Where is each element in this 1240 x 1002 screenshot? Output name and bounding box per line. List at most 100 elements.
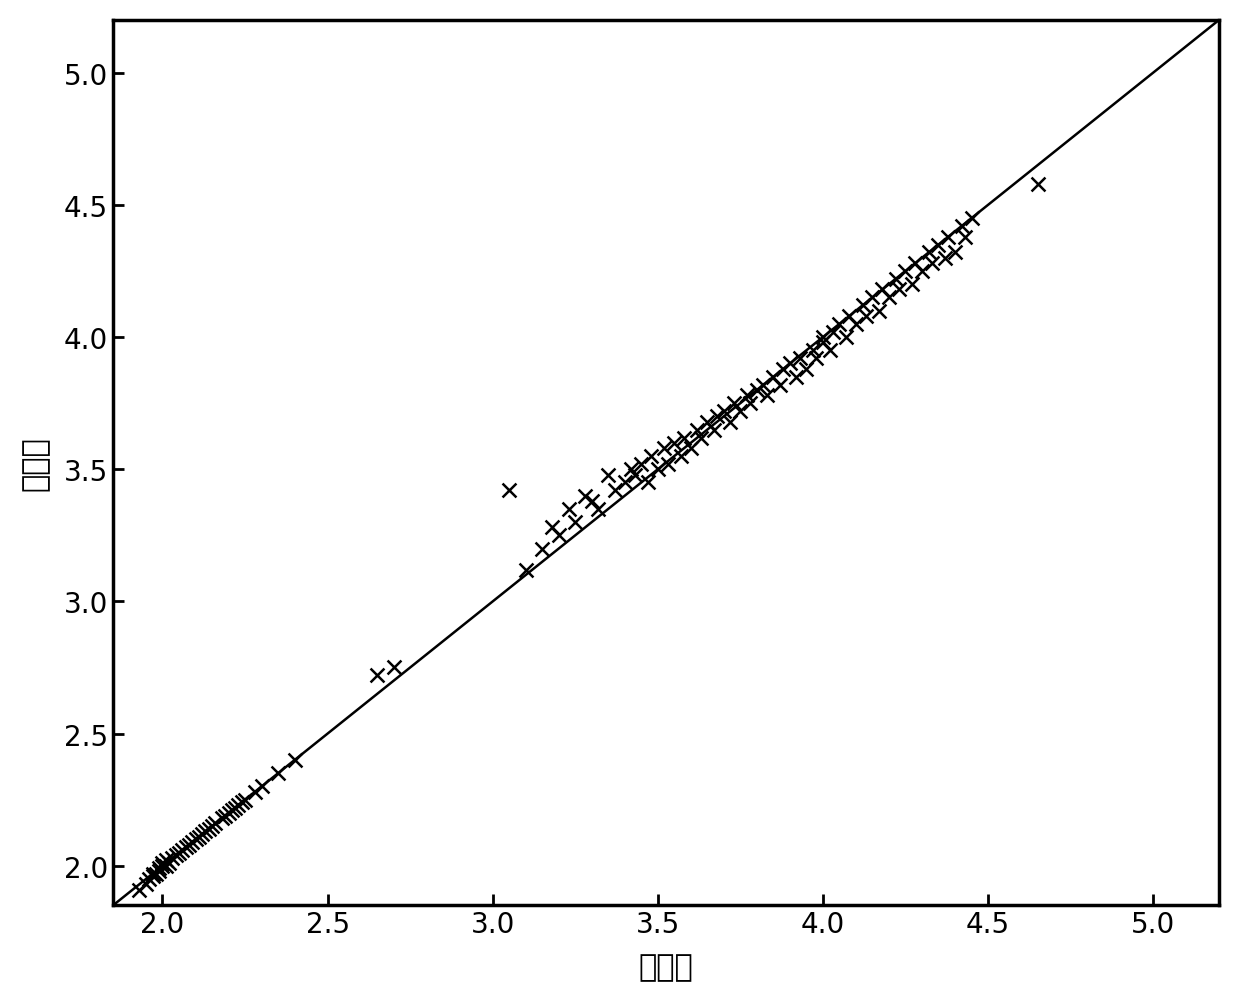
Point — [806, 351, 826, 367]
Point — [202, 819, 222, 835]
Point — [599, 467, 619, 483]
Point — [671, 449, 691, 465]
Point — [198, 821, 218, 837]
Point — [172, 842, 192, 858]
Point — [903, 277, 923, 293]
Point — [605, 483, 625, 499]
Point — [740, 396, 760, 412]
Point — [188, 829, 208, 845]
Point — [196, 824, 216, 840]
Point — [143, 869, 162, 885]
Point — [647, 462, 667, 478]
Point — [697, 414, 717, 430]
Point — [159, 856, 179, 872]
Point — [951, 218, 971, 234]
Point — [631, 457, 651, 473]
Point — [228, 798, 248, 814]
Point — [532, 541, 552, 557]
Point — [820, 343, 839, 359]
Point — [621, 462, 641, 478]
Point — [813, 335, 833, 351]
Point — [657, 457, 677, 473]
Point — [285, 753, 305, 769]
Point — [655, 441, 675, 457]
Point — [846, 317, 866, 333]
Point — [764, 370, 784, 386]
Point — [955, 229, 975, 245]
Point — [162, 850, 182, 866]
Point — [774, 362, 794, 378]
Point — [830, 317, 849, 333]
Point — [542, 520, 562, 536]
Point — [853, 298, 873, 314]
Point — [179, 837, 198, 853]
Point — [367, 667, 387, 683]
Point — [589, 501, 609, 517]
Point — [873, 283, 893, 299]
Point — [786, 370, 806, 386]
Point — [895, 264, 915, 280]
Point — [720, 414, 740, 430]
Point — [939, 229, 959, 245]
Point — [156, 858, 176, 874]
Point — [212, 811, 232, 827]
Point — [516, 562, 536, 578]
Point — [129, 882, 149, 898]
Point — [156, 853, 176, 869]
Point — [153, 858, 172, 874]
Point — [226, 800, 246, 816]
Point — [863, 291, 883, 307]
Point — [905, 256, 925, 272]
Point — [192, 827, 212, 843]
Point — [885, 272, 905, 288]
Point — [383, 659, 403, 675]
Point — [268, 766, 288, 782]
Point — [856, 309, 875, 325]
Point — [639, 475, 658, 491]
Point — [246, 784, 265, 800]
Point — [707, 409, 727, 425]
Point — [913, 264, 932, 280]
Point — [500, 483, 520, 499]
Point — [790, 351, 810, 367]
Point — [839, 309, 859, 325]
Point — [176, 840, 196, 856]
Point — [756, 388, 776, 404]
Point — [582, 493, 601, 509]
Point — [143, 866, 162, 882]
Point — [252, 779, 272, 795]
Point — [724, 396, 744, 412]
Point — [149, 861, 169, 877]
Point — [704, 422, 724, 438]
Point — [889, 283, 909, 299]
Point — [813, 330, 833, 346]
Point — [935, 250, 955, 267]
Point — [665, 435, 684, 451]
Point — [681, 441, 701, 457]
Point — [945, 245, 965, 262]
Point — [961, 210, 981, 226]
Y-axis label: 预测值: 预测值 — [21, 436, 50, 491]
X-axis label: 实验值: 实验值 — [639, 952, 693, 981]
Point — [565, 515, 585, 531]
Point — [549, 528, 569, 544]
Point — [139, 871, 159, 887]
Point — [182, 834, 202, 850]
Point — [804, 343, 823, 359]
Point — [687, 422, 707, 438]
Point — [218, 805, 238, 821]
Point — [929, 237, 949, 254]
Point — [754, 377, 774, 393]
Point — [879, 291, 899, 307]
Point — [780, 356, 800, 372]
Point — [166, 848, 186, 864]
Point — [236, 792, 255, 808]
Point — [1028, 176, 1048, 192]
Point — [823, 325, 843, 341]
Point — [149, 863, 169, 879]
Point — [146, 866, 166, 882]
Point — [869, 304, 889, 320]
Point — [836, 330, 856, 346]
Point — [641, 449, 661, 465]
Point — [232, 795, 252, 811]
